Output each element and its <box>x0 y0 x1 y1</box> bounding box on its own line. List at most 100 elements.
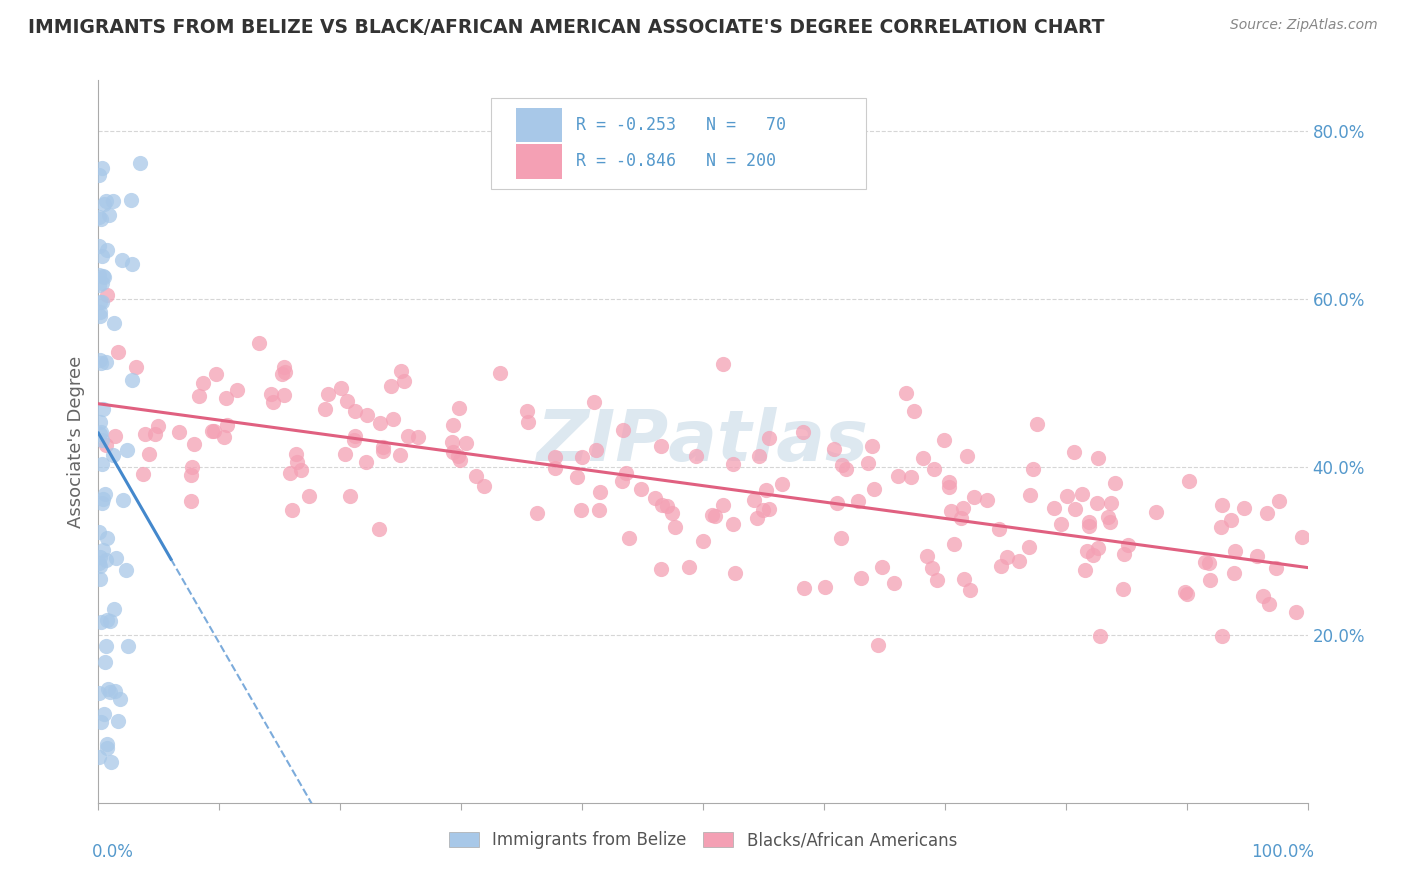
Point <box>745 511 768 525</box>
Text: 100.0%: 100.0% <box>1250 843 1313 861</box>
Point <box>273 360 295 375</box>
Point <box>94 655 117 669</box>
Point <box>661 506 683 520</box>
Point <box>201 424 224 438</box>
Point <box>1087 451 1109 466</box>
Point <box>146 418 169 433</box>
Point <box>406 430 429 444</box>
Point <box>630 482 652 496</box>
Point <box>188 389 211 403</box>
Point <box>565 470 588 484</box>
Point <box>651 498 673 512</box>
Point <box>868 638 890 652</box>
Point <box>204 367 226 381</box>
Point <box>143 426 166 441</box>
Point <box>343 429 366 443</box>
Point <box>650 562 672 576</box>
Point <box>316 386 339 401</box>
Point <box>103 448 125 462</box>
Point <box>1291 530 1313 544</box>
Point <box>614 466 637 480</box>
Point <box>93 196 115 211</box>
Point <box>94 194 117 208</box>
Point <box>1087 541 1109 555</box>
Point <box>87 168 110 182</box>
Point <box>1077 519 1099 533</box>
Point <box>711 499 734 513</box>
Point <box>938 475 960 490</box>
Point <box>896 385 918 400</box>
Point <box>834 462 856 476</box>
Point <box>932 433 955 447</box>
Point <box>89 524 111 539</box>
Point <box>94 354 117 368</box>
Point <box>987 522 1010 536</box>
Point <box>90 615 112 629</box>
Point <box>117 639 139 653</box>
Point <box>212 430 235 444</box>
Point <box>1088 629 1111 643</box>
Point <box>1081 548 1104 562</box>
Point <box>91 249 114 263</box>
Point <box>488 366 510 380</box>
Point <box>89 572 111 586</box>
Point <box>111 252 134 267</box>
Point <box>89 558 111 573</box>
Point <box>396 429 419 443</box>
Point <box>371 440 394 454</box>
Point <box>89 549 111 564</box>
Point <box>120 194 142 208</box>
Point <box>368 417 391 431</box>
Point <box>692 534 714 549</box>
Point <box>449 401 471 415</box>
Point <box>129 156 152 170</box>
Point <box>792 425 814 439</box>
Point <box>104 429 127 443</box>
Point <box>90 356 112 370</box>
Point <box>1049 517 1071 532</box>
Point <box>271 367 294 381</box>
Point <box>441 417 464 432</box>
Point <box>472 478 495 492</box>
Point <box>825 496 848 510</box>
Point <box>1070 486 1092 500</box>
Point <box>1056 490 1078 504</box>
Point <box>1233 500 1256 515</box>
Point <box>96 740 118 755</box>
Point <box>1104 476 1126 491</box>
Point <box>101 194 124 209</box>
Point <box>104 684 127 698</box>
Point <box>87 268 110 282</box>
Point <box>610 475 633 489</box>
Point <box>1018 540 1040 554</box>
Point <box>298 489 321 503</box>
Point <box>87 686 110 700</box>
Point <box>91 268 114 283</box>
Point <box>90 276 112 290</box>
Point <box>990 558 1012 573</box>
Point <box>1223 543 1246 558</box>
Point <box>742 493 765 508</box>
Point <box>1285 605 1308 619</box>
Legend: Immigrants from Belize, Blacks/African Americans: Immigrants from Belize, Blacks/African A… <box>443 824 963 856</box>
Point <box>1251 589 1274 603</box>
Point <box>121 373 143 387</box>
Point <box>97 208 120 222</box>
Point <box>217 418 239 433</box>
Point <box>388 448 411 462</box>
Point <box>112 493 135 508</box>
Point <box>125 359 148 374</box>
Point <box>103 602 125 616</box>
Point <box>215 392 238 406</box>
Point <box>183 437 205 451</box>
Point <box>97 681 120 696</box>
Point <box>94 487 117 501</box>
Point <box>91 401 114 416</box>
Point <box>1085 495 1108 509</box>
Point <box>330 381 353 395</box>
Point <box>89 295 111 310</box>
Point <box>1063 445 1085 459</box>
Point <box>644 491 666 505</box>
Text: R = -0.253   N =   70: R = -0.253 N = 70 <box>576 116 786 134</box>
Point <box>1098 515 1121 529</box>
